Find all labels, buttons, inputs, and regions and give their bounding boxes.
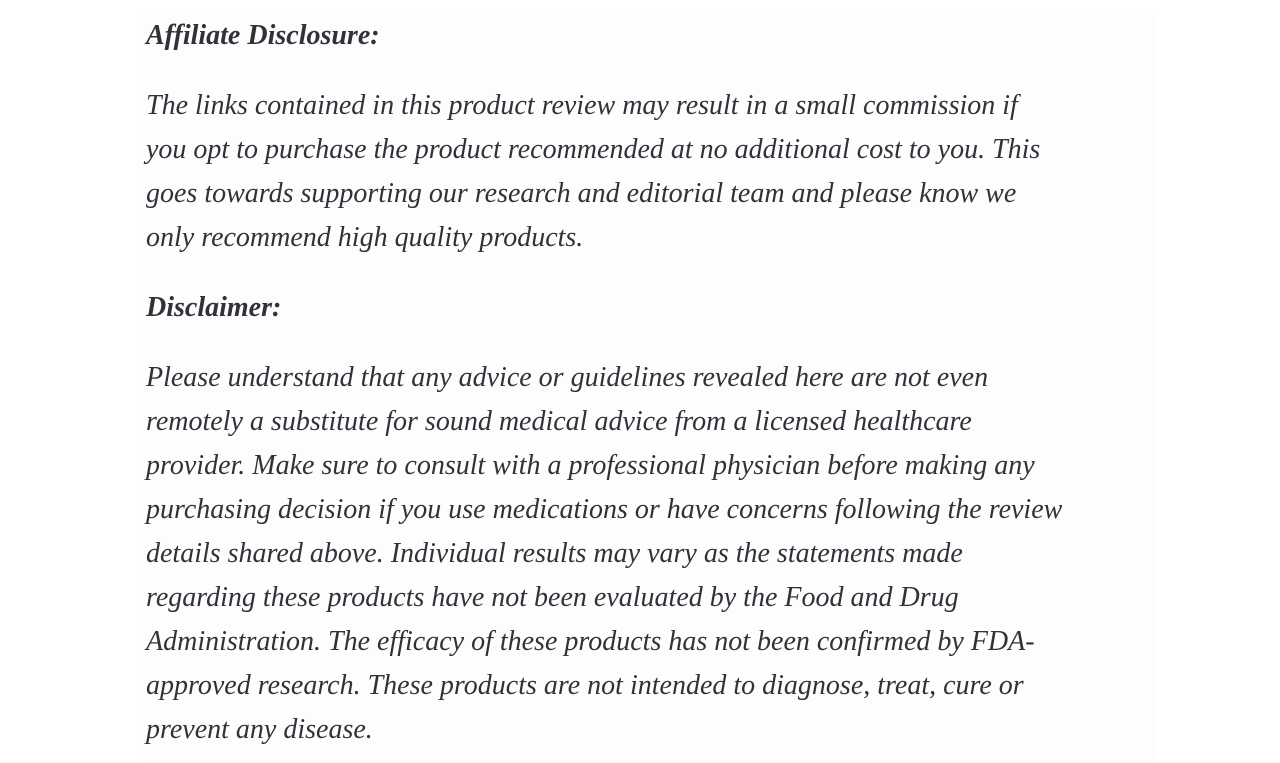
disclaimer-section: Disclaimer: Please understand that any a… [146, 286, 1147, 752]
content-column: Affiliate Disclosure: The links containe… [137, 14, 1155, 763]
disclaimer-paragraph: Please understand that any advice or gui… [146, 362, 1063, 745]
disclaimer-heading: Disclaimer: [146, 292, 282, 323]
affiliate-disclosure-heading: Affiliate Disclosure: [146, 20, 380, 51]
affiliate-disclosure-section: Affiliate Disclosure: The links containe… [146, 14, 1147, 260]
affiliate-disclosure-paragraph: The links contained in this product revi… [146, 90, 1041, 253]
